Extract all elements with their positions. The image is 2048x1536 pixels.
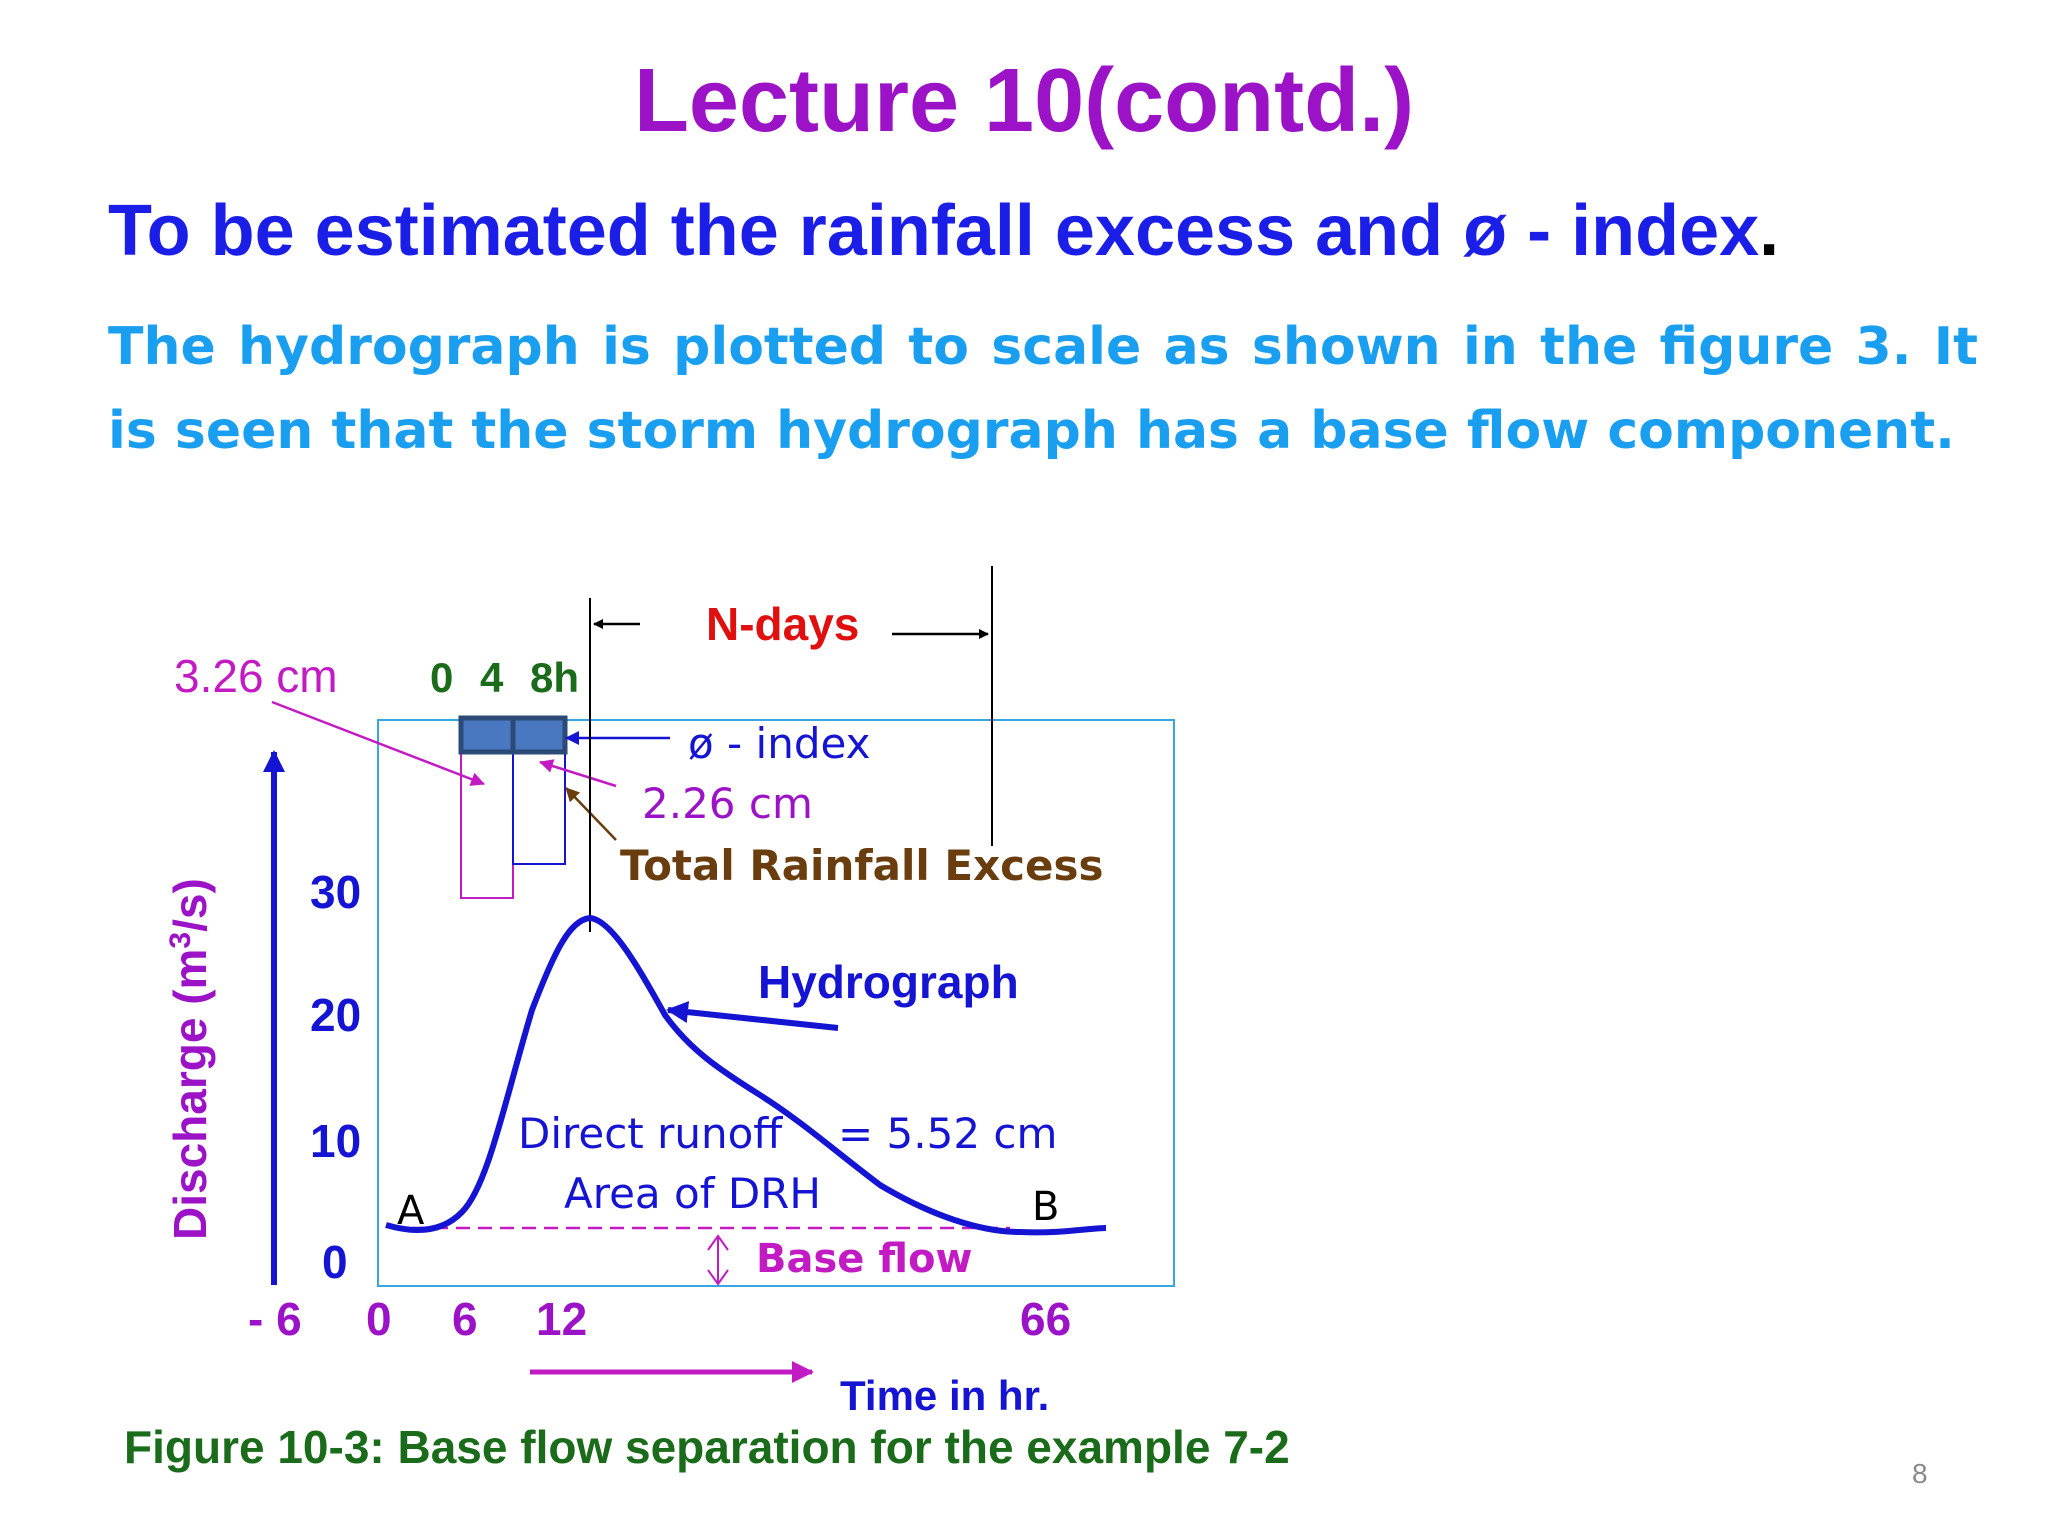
rain-time-4: 4 <box>480 654 504 701</box>
base-flow-label: Base flow <box>756 1236 972 1282</box>
plot-frame <box>377 719 1175 1287</box>
rain-time-0: 0 <box>430 654 453 701</box>
description-paragraph: The hydrograph is plotted to scale as sh… <box>108 317 1978 461</box>
x-tick-66: 66 <box>1020 1293 1071 1345</box>
base-flow-arrow-up <box>707 1234 729 1251</box>
phi-index-label: ø - index <box>688 719 870 768</box>
excess-depth-label: 2.26 cm <box>642 779 813 828</box>
slide-title: Lecture 10(contd.) <box>633 51 1415 151</box>
point-a-label: A <box>397 1188 425 1234</box>
rainfall-depth-label: 3.26 cm <box>174 650 338 702</box>
y-tick-30: 30 <box>310 866 361 918</box>
hydrograph-curve <box>385 914 1107 1236</box>
rain-time-8h: 8h <box>530 654 579 701</box>
rainfall-bar-1 <box>460 751 514 899</box>
y-tick-10: 10 <box>310 1115 361 1167</box>
excess-pointer <box>539 759 617 788</box>
hydrograph-label: Hydrograph <box>758 956 1019 1008</box>
x-tick-0: 0 <box>366 1293 392 1345</box>
y-tick-0: 0 <box>322 1236 348 1288</box>
base-flow-arrow-down <box>707 1269 729 1286</box>
direct-runoff-value: = 5.52 cm <box>838 1109 1057 1158</box>
rainfall-bar-2 <box>512 751 566 865</box>
rainfall-pointer <box>271 700 485 786</box>
area-of-drh-label: Area of DRH <box>564 1169 821 1218</box>
subtitle-period: . <box>1759 191 1780 271</box>
slide-subtitle: To be estimated the rainfall excess and … <box>108 190 1779 272</box>
y-tick-20: 20 <box>310 989 361 1041</box>
n-days-label: N-days <box>706 598 859 650</box>
subtitle-text: To be estimated the rainfall excess and … <box>108 191 1760 271</box>
total-rainfall-excess-label: Total Rainfall Excess <box>620 841 1104 890</box>
x-tick-12: 12 <box>536 1293 587 1345</box>
x-tick-6: 6 <box>452 1293 478 1345</box>
hydrograph-pointer <box>666 1001 839 1031</box>
direct-runoff-label: Direct runoff <box>518 1109 783 1158</box>
point-b-label: B <box>1032 1184 1059 1230</box>
x-axis-label: Time in hr. <box>840 1372 1049 1419</box>
figure-caption: Figure 10-3: Base flow separation for th… <box>124 1421 1290 1473</box>
y-axis-label: Discharge (m3/s) <box>164 878 216 1240</box>
page-number: 8 <box>1912 1458 1928 1489</box>
x-tick-minus6: - 6 <box>248 1293 302 1345</box>
